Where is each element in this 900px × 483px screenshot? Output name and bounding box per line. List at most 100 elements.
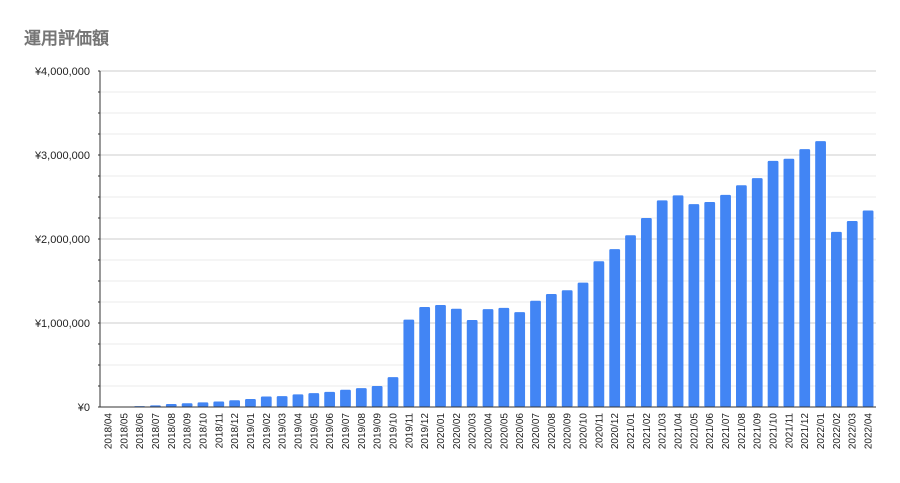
bar xyxy=(609,249,621,407)
x-tick-label: 2022/02 xyxy=(832,413,843,450)
x-tick-label: 2021/12 xyxy=(800,413,811,450)
x-tick-label: 2019/08 xyxy=(357,413,368,450)
bar xyxy=(450,308,462,407)
bar xyxy=(165,404,177,407)
x-tick-label: 2019/02 xyxy=(262,413,273,450)
bar xyxy=(704,202,716,407)
x-tick-label: 2019/11 xyxy=(404,413,415,449)
bar xyxy=(482,309,494,407)
bar xyxy=(720,194,731,407)
x-tick-label: 2021/01 xyxy=(626,413,637,450)
x-tick-label: 2019/03 xyxy=(278,413,289,450)
bar xyxy=(640,218,652,407)
y-axis: ¥0 ¥1,000,000 ¥2,000,000 ¥3,000,000 ¥4,000,0… xyxy=(34,66,101,414)
y-tick-label: ¥0 xyxy=(77,402,90,414)
x-tick-label: 2021/05 xyxy=(689,413,700,450)
x-tick-label: 2022/03 xyxy=(848,413,859,450)
x-tick-label: 2020/03 xyxy=(468,413,479,450)
x-tick-label: 2020/10 xyxy=(579,413,590,450)
x-tick-label: 2019/04 xyxy=(293,413,304,450)
x-tick-label: 2018/09 xyxy=(183,413,194,450)
x-tick-label: 2018/11 xyxy=(214,413,225,449)
bar xyxy=(498,307,510,407)
bars xyxy=(102,141,874,407)
x-tick-label: 2018/06 xyxy=(135,413,146,450)
x-tick-label: 2019/07 xyxy=(341,413,352,450)
bar xyxy=(197,402,209,407)
x-tick-label: 2021/02 xyxy=(642,413,653,450)
x-tick-label: 2020/05 xyxy=(499,413,510,450)
y-tick-label: ¥3,000,000 xyxy=(34,150,90,162)
x-tick-label: 2018/07 xyxy=(151,413,162,450)
bar xyxy=(308,393,320,407)
bar xyxy=(545,294,557,407)
bar xyxy=(736,185,747,407)
bar xyxy=(862,210,874,407)
x-tick-label: 2020/12 xyxy=(610,413,621,450)
x-tick-label: 2020/08 xyxy=(547,413,558,450)
bar xyxy=(688,204,700,407)
x-tick-label: 2022/04 xyxy=(864,413,875,450)
x-tick-label: 2020/01 xyxy=(436,413,447,450)
bar xyxy=(831,231,842,407)
x-tick-label: 2021/04 xyxy=(674,413,685,450)
x-tick-label: 2021/09 xyxy=(753,413,764,450)
bar xyxy=(229,400,240,407)
bar xyxy=(561,290,573,407)
x-tick-label: 2018/12 xyxy=(230,413,241,450)
x-tick-label: 2020/09 xyxy=(563,413,574,450)
x-tick-label: 2021/08 xyxy=(737,413,748,450)
chart-title: 運用評価額 xyxy=(24,29,109,49)
x-tick-label: 2022/01 xyxy=(816,413,827,450)
bar xyxy=(324,391,336,407)
x-tick-label: 2019/12 xyxy=(420,413,431,450)
bar xyxy=(181,403,193,407)
bar xyxy=(466,320,478,407)
bar xyxy=(260,396,272,407)
bar xyxy=(799,149,811,407)
x-tick-label: 2020/04 xyxy=(484,413,495,450)
x-tick-label: 2021/03 xyxy=(658,413,669,450)
x-tick-label: 2020/02 xyxy=(452,413,463,450)
x-tick-label: 2021/11 xyxy=(784,413,795,449)
bar xyxy=(577,282,589,407)
x-tick-label: 2019/01 xyxy=(246,413,257,450)
x-tick-label: 2018/08 xyxy=(167,413,178,450)
x-tick-label: 2018/04 xyxy=(103,413,114,450)
bar xyxy=(292,394,304,407)
y-tick-label: ¥4,000,000 xyxy=(34,66,90,78)
bar xyxy=(530,300,541,407)
x-tick-label: 2019/09 xyxy=(373,413,384,450)
x-tick-label: 2019/06 xyxy=(325,413,336,450)
y-tick-label: ¥1,000,000 xyxy=(34,318,90,330)
x-tick-label: 2020/11 xyxy=(594,413,605,449)
bar xyxy=(435,304,446,407)
bar xyxy=(355,388,367,407)
x-tick-label: 2021/10 xyxy=(769,413,780,450)
x-tick-label: 2021/06 xyxy=(705,413,716,450)
bar xyxy=(371,386,383,407)
x-tick-label: 2019/10 xyxy=(388,413,399,450)
x-tick-label: 2020/06 xyxy=(515,413,526,450)
bar xyxy=(656,200,668,407)
bar xyxy=(751,178,763,407)
bar xyxy=(625,235,636,407)
x-tick-label: 2020/07 xyxy=(531,413,542,450)
bar xyxy=(593,261,605,407)
bar xyxy=(403,319,415,407)
x-tick-label: 2018/10 xyxy=(198,413,209,450)
bar xyxy=(846,220,858,407)
bar xyxy=(340,389,351,407)
x-axis: 2018/04 2018/05 2018/06 2018/07 2018/08 2018/… xyxy=(100,406,876,450)
x-tick-label: 2021/07 xyxy=(721,413,732,450)
bar xyxy=(387,377,399,407)
y-tick-label: ¥2,000,000 xyxy=(34,234,90,246)
x-tick-label: 2018/05 xyxy=(119,413,130,450)
bar xyxy=(514,312,526,407)
bar xyxy=(815,141,826,407)
x-tick-label: 2019/05 xyxy=(309,413,320,450)
bar xyxy=(276,396,288,407)
bar xyxy=(245,399,256,407)
bar xyxy=(419,307,431,407)
